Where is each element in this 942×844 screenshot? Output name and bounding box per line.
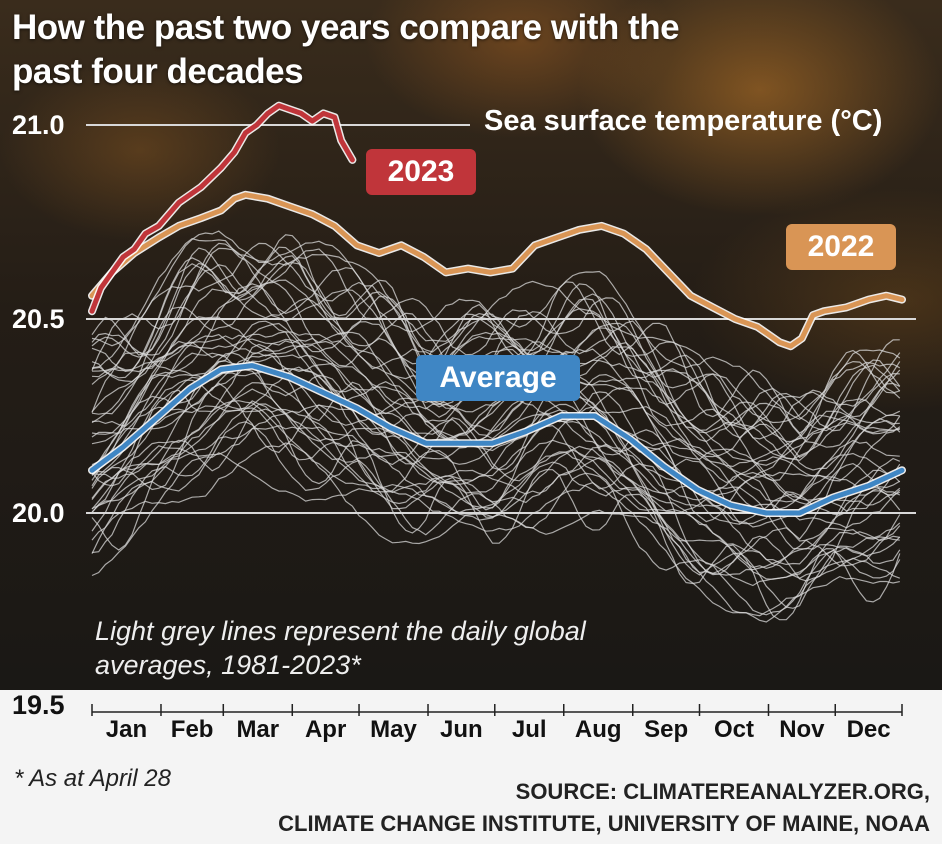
- history-line: [91, 410, 901, 574]
- chart-note: Light grey lines represent the daily glo…: [95, 616, 586, 680]
- x-tick-label: Jan: [106, 716, 147, 743]
- y-axis-unit-label: Sea surface temperature (°C): [484, 105, 882, 137]
- x-tick-label: Mar: [236, 716, 279, 743]
- x-tick-label: Aug: [575, 716, 622, 743]
- x-tick-label: Dec: [847, 716, 891, 743]
- x-tick-label: Feb: [171, 716, 214, 743]
- x-tick-label: Jun: [440, 716, 483, 743]
- historical-lines: [91, 230, 901, 623]
- history-line: [91, 382, 901, 582]
- x-tick-label: May: [370, 716, 417, 743]
- axis-band: [0, 690, 942, 844]
- history-line: [91, 322, 900, 499]
- history-line: [91, 257, 901, 459]
- x-tick-label: Sep: [644, 716, 688, 743]
- series-label-2022: 2022: [786, 224, 896, 270]
- history-line: [91, 352, 901, 525]
- x-tick-label: Nov: [779, 716, 825, 743]
- x-tick-label: Oct: [714, 716, 754, 743]
- history-line: [91, 421, 901, 616]
- history-line: [91, 242, 901, 440]
- history-line: [91, 403, 901, 621]
- source-line-1: SOURCE: CLIMATEREANALYZER.ORG,: [515, 779, 930, 804]
- history-line: [91, 333, 901, 484]
- history-line: [91, 343, 901, 540]
- history-line: [91, 234, 900, 434]
- source-credit: SOURCE: CLIMATEREANALYZER.ORG, CLIMATE C…: [170, 776, 930, 840]
- history-line: [91, 366, 901, 528]
- history-line: [91, 331, 900, 468]
- history-line: [91, 247, 901, 443]
- highlight-series: [88, 101, 906, 517]
- source-line-2: CLIMATE CHANGE INSTITUTE, UNIVERSITY OF …: [278, 811, 930, 836]
- history-line: [91, 354, 901, 501]
- series-line-2023: [89, 103, 355, 314]
- series-line-2022: [89, 192, 905, 349]
- history-line: [91, 264, 901, 448]
- chart-title: How the past two years compare with the …: [12, 8, 680, 91]
- series-label-2023: 2023: [366, 149, 476, 195]
- history-line: [91, 246, 900, 439]
- history-line: [91, 320, 901, 505]
- history-line: [91, 279, 900, 460]
- history-line: [91, 400, 901, 576]
- series-line-average: [89, 363, 905, 516]
- y-tick-label: 20.5: [12, 304, 65, 334]
- footnote: * As at April 28: [14, 765, 171, 792]
- x-axis: Jan Feb Mar Apr May Jun Jul Aug Sep Oct Nov Dec: [91, 704, 903, 743]
- history-line: [91, 407, 901, 609]
- x-tick-label: Apr: [305, 716, 346, 743]
- series-label-average: Average: [416, 355, 580, 401]
- y-axis-ticks: 21.0 20.5 20.0 19.5: [12, 110, 65, 720]
- history-line: [91, 425, 900, 587]
- y-tick-label: 20.0: [12, 498, 65, 528]
- history-line: [91, 388, 900, 580]
- y-tick-label: 21.0: [12, 110, 65, 140]
- history-line: [91, 230, 901, 421]
- history-line: [91, 404, 901, 529]
- history-line: [91, 452, 900, 617]
- y-tick-label: 19.5: [12, 690, 65, 720]
- history-line: [91, 238, 901, 424]
- x-tick-label: Jul: [512, 716, 547, 743]
- history-line: [91, 360, 901, 566]
